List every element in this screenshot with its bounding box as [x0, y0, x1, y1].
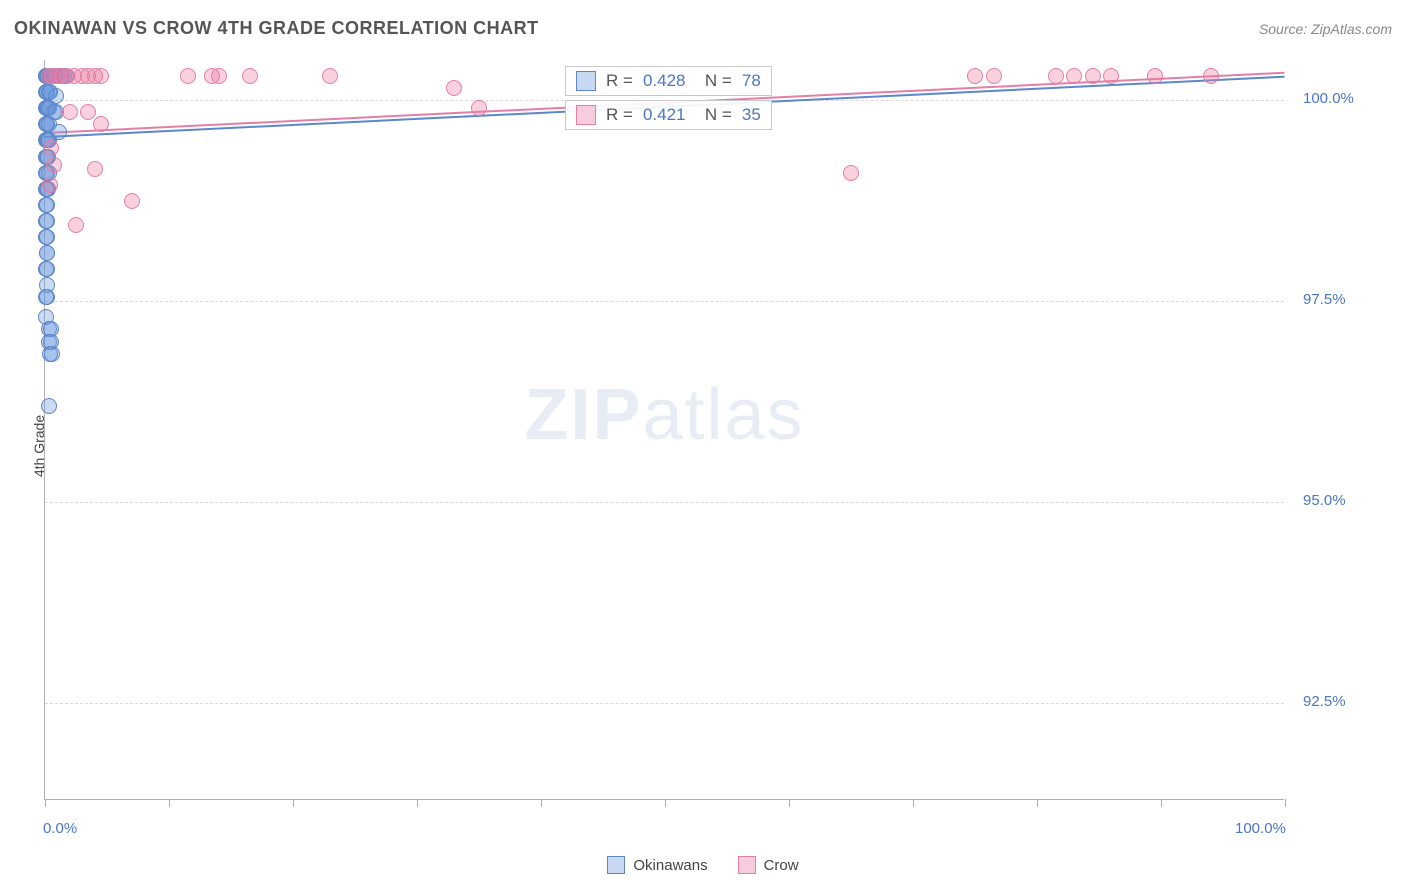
- data-point: [87, 161, 103, 177]
- y-tick-label: 97.5%: [1303, 291, 1346, 308]
- x-tick: [913, 799, 914, 807]
- x-tick: [1161, 799, 1162, 807]
- x-tick-label: 0.0%: [43, 820, 77, 837]
- legend-swatch: [738, 856, 756, 874]
- data-point: [471, 100, 487, 116]
- x-tick: [665, 799, 666, 807]
- x-tick: [541, 799, 542, 807]
- data-point: [1203, 68, 1219, 84]
- data-point: [39, 289, 55, 305]
- chart-header: OKINAWAN VS CROW 4TH GRADE CORRELATION C…: [14, 18, 1392, 39]
- x-tick: [1037, 799, 1038, 807]
- n-label: N =: [695, 105, 731, 125]
- data-point: [39, 213, 55, 229]
- gridline: [45, 301, 1284, 302]
- legend-item: Okinawans: [607, 856, 707, 874]
- n-value: 78: [742, 71, 761, 91]
- watermark: ZIPatlas: [524, 374, 804, 456]
- data-point: [62, 104, 78, 120]
- x-tick: [1285, 799, 1286, 807]
- data-point: [986, 68, 1002, 84]
- legend-swatch: [576, 105, 596, 125]
- data-point: [1066, 68, 1082, 84]
- watermark-atlas: atlas: [642, 375, 804, 455]
- gridline: [45, 703, 1284, 704]
- legend-swatch: [576, 71, 596, 91]
- x-tick: [169, 799, 170, 807]
- data-point: [1103, 68, 1119, 84]
- data-point: [446, 80, 462, 96]
- plot-area: ZIPatlas 92.5%95.0%97.5%100.0%0.0%100.0%…: [44, 60, 1284, 800]
- legend-label: Crow: [764, 857, 799, 874]
- data-point: [43, 140, 59, 156]
- n-label: N =: [695, 71, 731, 91]
- y-tick-label: 95.0%: [1303, 492, 1346, 509]
- chart-source: Source: ZipAtlas.com: [1259, 21, 1392, 37]
- data-point: [51, 124, 67, 140]
- data-point: [39, 229, 55, 245]
- data-point: [46, 157, 62, 173]
- data-point: [1048, 68, 1064, 84]
- x-tick: [45, 799, 46, 807]
- r-value: 0.421: [643, 105, 686, 125]
- data-point: [39, 245, 55, 261]
- data-point: [1147, 68, 1163, 84]
- data-point: [41, 398, 57, 414]
- data-point: [39, 261, 55, 277]
- stats-box: R = 0.428 N = 78: [565, 66, 772, 96]
- data-point: [843, 165, 859, 181]
- x-tick: [789, 799, 790, 807]
- data-point: [180, 68, 196, 84]
- chart-title: OKINAWAN VS CROW 4TH GRADE CORRELATION C…: [14, 18, 539, 39]
- x-tick: [293, 799, 294, 807]
- data-point: [44, 346, 60, 362]
- r-label: R =: [606, 105, 633, 125]
- stats-box: R = 0.421 N = 35: [565, 100, 772, 130]
- data-point: [42, 177, 58, 193]
- watermark-zip: ZIP: [524, 375, 642, 455]
- data-point: [322, 68, 338, 84]
- data-point: [967, 68, 983, 84]
- data-point: [124, 193, 140, 209]
- data-point: [93, 116, 109, 132]
- gridline: [45, 502, 1284, 503]
- data-point: [93, 68, 109, 84]
- legend-swatch: [607, 856, 625, 874]
- data-point: [211, 68, 227, 84]
- n-value: 35: [742, 105, 761, 125]
- x-tick: [417, 799, 418, 807]
- data-point: [39, 197, 55, 213]
- r-label: R =: [606, 71, 633, 91]
- r-value: 0.428: [643, 71, 686, 91]
- data-point: [1085, 68, 1101, 84]
- data-point: [48, 88, 64, 104]
- y-tick-label: 100.0%: [1303, 90, 1354, 107]
- data-point: [242, 68, 258, 84]
- x-tick-label: 100.0%: [1235, 820, 1286, 837]
- data-point: [68, 217, 84, 233]
- bottom-legend: Okinawans Crow: [0, 856, 1406, 874]
- legend-item: Crow: [738, 856, 799, 874]
- y-tick-label: 92.5%: [1303, 693, 1346, 710]
- legend-label: Okinawans: [633, 857, 707, 874]
